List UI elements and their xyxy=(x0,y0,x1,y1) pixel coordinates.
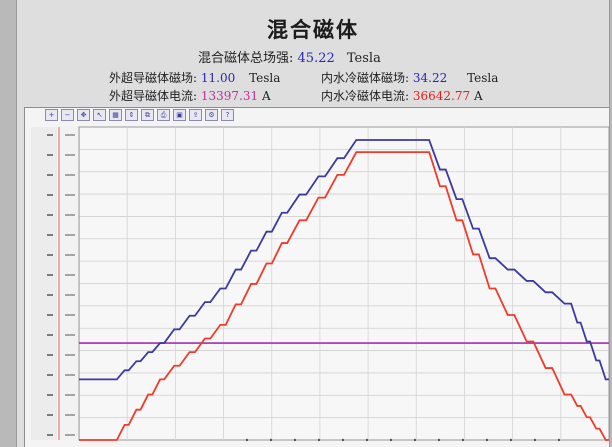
inner-field-value: 34.22 xyxy=(412,71,448,85)
cursor-icon[interactable]: ↖ xyxy=(93,109,106,121)
zoom-in-icon[interactable]: + xyxy=(45,109,58,121)
axis-strip-inner xyxy=(59,127,79,440)
bottom-tick xyxy=(317,438,321,442)
bottom-tick xyxy=(269,438,273,442)
inner-current-label: 内水冷磁体电流: xyxy=(321,89,410,103)
bottom-tick xyxy=(245,438,249,442)
total-field-value: 45.22 xyxy=(297,51,335,66)
inner-current-value: 36642.77 xyxy=(412,89,471,103)
inner-field-unit: Tesla xyxy=(467,71,499,85)
series-line-1 xyxy=(79,139,609,381)
outer-field-value: 11.00 xyxy=(200,71,236,85)
zoom-out-icon[interactable]: − xyxy=(61,109,74,121)
bottom-tick xyxy=(533,438,537,442)
pan-icon[interactable]: ✥ xyxy=(77,109,90,121)
inner-current-row: 内水冷磁体电流: 36642.77 A xyxy=(321,87,483,104)
bottom-tick xyxy=(557,438,561,442)
scale-icon[interactable]: ⇕ xyxy=(125,109,138,121)
save-icon[interactable]: ▣ xyxy=(173,109,186,121)
bottom-tick xyxy=(485,438,489,442)
help-icon[interactable]: ? xyxy=(221,109,234,121)
total-field-label: 混合磁体总场强: xyxy=(198,51,294,66)
bottom-tick xyxy=(341,438,345,442)
page-title: 混合磁体 xyxy=(267,18,359,42)
total-field-row: 混合磁体总场强: 45.22 Tesla xyxy=(198,47,381,66)
outer-field-label: 外超导磁体磁场: xyxy=(109,71,198,85)
bottom-tick xyxy=(413,438,417,442)
export-icon[interactable]: ⇪ xyxy=(189,109,202,121)
outer-field-unit: Tesla xyxy=(249,71,281,85)
bottom-tick xyxy=(509,438,513,442)
series-line-2 xyxy=(79,151,609,441)
inner-current-unit: A xyxy=(473,89,483,103)
bottom-tick xyxy=(437,438,441,442)
outer-current-row: 外超导磁体电流: 13397.31 A xyxy=(109,87,271,104)
outer-current-unit: A xyxy=(261,89,271,103)
outer-field-row: 外超导磁体磁场: 11.00 Tesla xyxy=(109,69,280,86)
bottom-tick xyxy=(461,438,465,442)
outer-current-value: 13397.31 xyxy=(200,89,259,103)
print-icon[interactable]: ⎙ xyxy=(157,109,170,121)
inner-field-row: 内水冷磁体磁场: 34.22 Tesla xyxy=(321,69,498,86)
bottom-tick xyxy=(365,438,369,442)
grid-icon[interactable]: ▦ xyxy=(109,109,122,121)
app-window: 混合磁体 混合磁体总场强: 45.22 Tesla 外超导磁体磁场: 11.00… xyxy=(16,0,610,447)
line-chart xyxy=(31,126,609,442)
plot-toolbar: + − ✥ ↖ ▦ ⇕ ⧉ ⎙ ▣ ⇪ ⚙? xyxy=(45,109,234,121)
bottom-tick xyxy=(389,438,393,442)
total-field-unit: Tesla xyxy=(346,51,381,66)
copy-icon[interactable]: ⧉ xyxy=(141,109,154,121)
outer-current-label: 外超导磁体电流: xyxy=(109,89,198,103)
bottom-tick xyxy=(293,438,297,442)
inner-field-label: 内水冷磁体磁场: xyxy=(321,71,410,85)
axis-strip-outer xyxy=(31,127,57,440)
settings-icon[interactable]: ⚙ xyxy=(205,109,218,121)
